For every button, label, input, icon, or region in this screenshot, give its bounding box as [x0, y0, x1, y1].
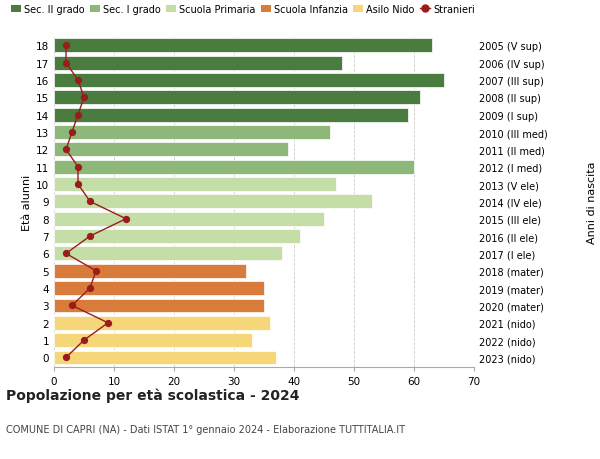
- Bar: [54, 281, 264, 296]
- Point: [61, 60, 71, 67]
- Bar: [54, 230, 300, 243]
- Bar: [54, 178, 336, 191]
- Legend: Sec. II grado, Sec. I grado, Scuola Primaria, Scuola Infanzia, Asilo Nido, Stran: Sec. II grado, Sec. I grado, Scuola Prim…: [11, 5, 475, 15]
- Bar: [54, 39, 432, 53]
- Point: [67, 302, 77, 309]
- Bar: [54, 264, 246, 278]
- Text: Popolazione per età scolastica - 2024: Popolazione per età scolastica - 2024: [6, 388, 299, 403]
- Bar: [54, 161, 414, 174]
- Bar: [54, 195, 372, 209]
- Bar: [54, 351, 276, 364]
- Point: [67, 129, 77, 136]
- Bar: [54, 126, 330, 140]
- Point: [85, 285, 95, 292]
- Point: [61, 146, 71, 154]
- Bar: [54, 91, 420, 105]
- Bar: [54, 213, 324, 226]
- Point: [103, 319, 113, 327]
- Point: [61, 250, 71, 257]
- Point: [61, 354, 71, 361]
- Bar: [54, 74, 444, 88]
- Point: [73, 77, 83, 84]
- Bar: [54, 143, 288, 157]
- Point: [121, 216, 131, 223]
- Bar: [54, 299, 264, 313]
- Text: COMUNE DI CAPRI (NA) - Dati ISTAT 1° gennaio 2024 - Elaborazione TUTTITALIA.IT: COMUNE DI CAPRI (NA) - Dati ISTAT 1° gen…: [6, 425, 405, 435]
- Bar: [54, 56, 342, 71]
- Y-axis label: Età alunni: Età alunni: [22, 174, 32, 230]
- Point: [85, 233, 95, 240]
- Text: Anni di nascita: Anni di nascita: [587, 161, 597, 243]
- Point: [79, 337, 89, 344]
- Point: [79, 95, 89, 102]
- Point: [73, 164, 83, 171]
- Point: [85, 198, 95, 206]
- Bar: [54, 333, 252, 347]
- Point: [91, 268, 101, 275]
- Point: [73, 112, 83, 119]
- Bar: [54, 316, 270, 330]
- Point: [73, 181, 83, 188]
- Bar: [54, 108, 408, 123]
- Bar: [54, 247, 282, 261]
- Point: [61, 43, 71, 50]
